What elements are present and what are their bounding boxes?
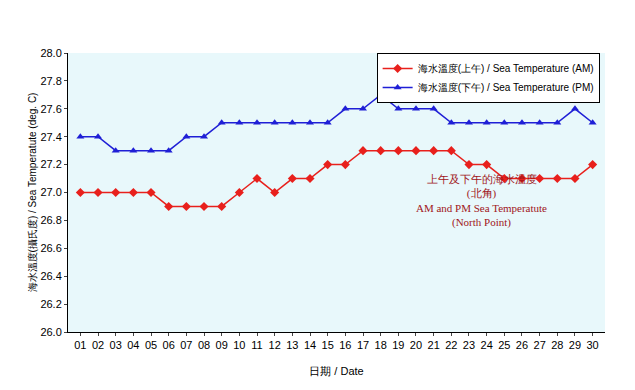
svg-text:上午及下午的海水溫度(北角)AM and PM Sea Te: 上午及下午的海水溫度(北角)AM and PM Sea Temperatute(… [416,173,547,229]
svg-text:07: 07 [180,339,192,351]
svg-text:海水溫度(上午) / Sea Temperature (AM: 海水溫度(上午) / Sea Temperature (AM) [418,63,594,74]
svg-text:27.2: 27.2 [40,158,61,170]
svg-text:22: 22 [445,339,457,351]
svg-text:30: 30 [587,339,599,351]
svg-text:10: 10 [233,339,245,351]
svg-text:日期 / Date: 日期 / Date [309,365,363,377]
svg-text:26.4: 26.4 [40,270,61,282]
svg-text:27.0: 27.0 [40,186,61,198]
svg-text:26.0: 26.0 [40,326,61,338]
svg-text:海水溫度(攝氏度) / Sea Temperatute (d: 海水溫度(攝氏度) / Sea Temperatute (deg. C) [27,93,38,293]
svg-text:海水溫度(下午) / Sea Temperature (PM: 海水溫度(下午) / Sea Temperature (PM) [418,82,594,93]
svg-text:21: 21 [428,339,440,351]
svg-text:27.6: 27.6 [40,103,61,115]
svg-text:08: 08 [198,339,210,351]
svg-text:28.0: 28.0 [40,47,61,59]
svg-text:29: 29 [569,339,581,351]
svg-text:11: 11 [251,339,262,351]
svg-text:03: 03 [110,339,122,351]
svg-text:01: 01 [74,339,86,351]
svg-text:20: 20 [410,339,422,351]
svg-text:24: 24 [481,339,493,351]
svg-text:15: 15 [322,339,334,351]
svg-text:13: 13 [286,339,298,351]
svg-text:09: 09 [216,339,228,351]
svg-text:27.8: 27.8 [40,75,61,87]
svg-text:16: 16 [339,339,351,351]
svg-text:17: 17 [357,339,369,351]
svg-text:26.2: 26.2 [40,298,61,310]
svg-text:06: 06 [163,339,175,351]
svg-text:19: 19 [392,339,404,351]
svg-text:26.6: 26.6 [40,242,61,254]
svg-text:02: 02 [92,339,104,351]
svg-text:18: 18 [375,339,387,351]
svg-text:25: 25 [498,339,510,351]
svg-text:27: 27 [534,339,546,351]
svg-text:26.8: 26.8 [40,214,61,226]
svg-text:05: 05 [145,339,157,351]
svg-text:26: 26 [516,339,528,351]
svg-text:28: 28 [551,339,563,351]
svg-text:23: 23 [463,339,475,351]
svg-text:27.4: 27.4 [40,131,61,143]
svg-text:14: 14 [304,339,316,351]
svg-text:12: 12 [269,339,281,351]
svg-text:04: 04 [127,339,139,351]
